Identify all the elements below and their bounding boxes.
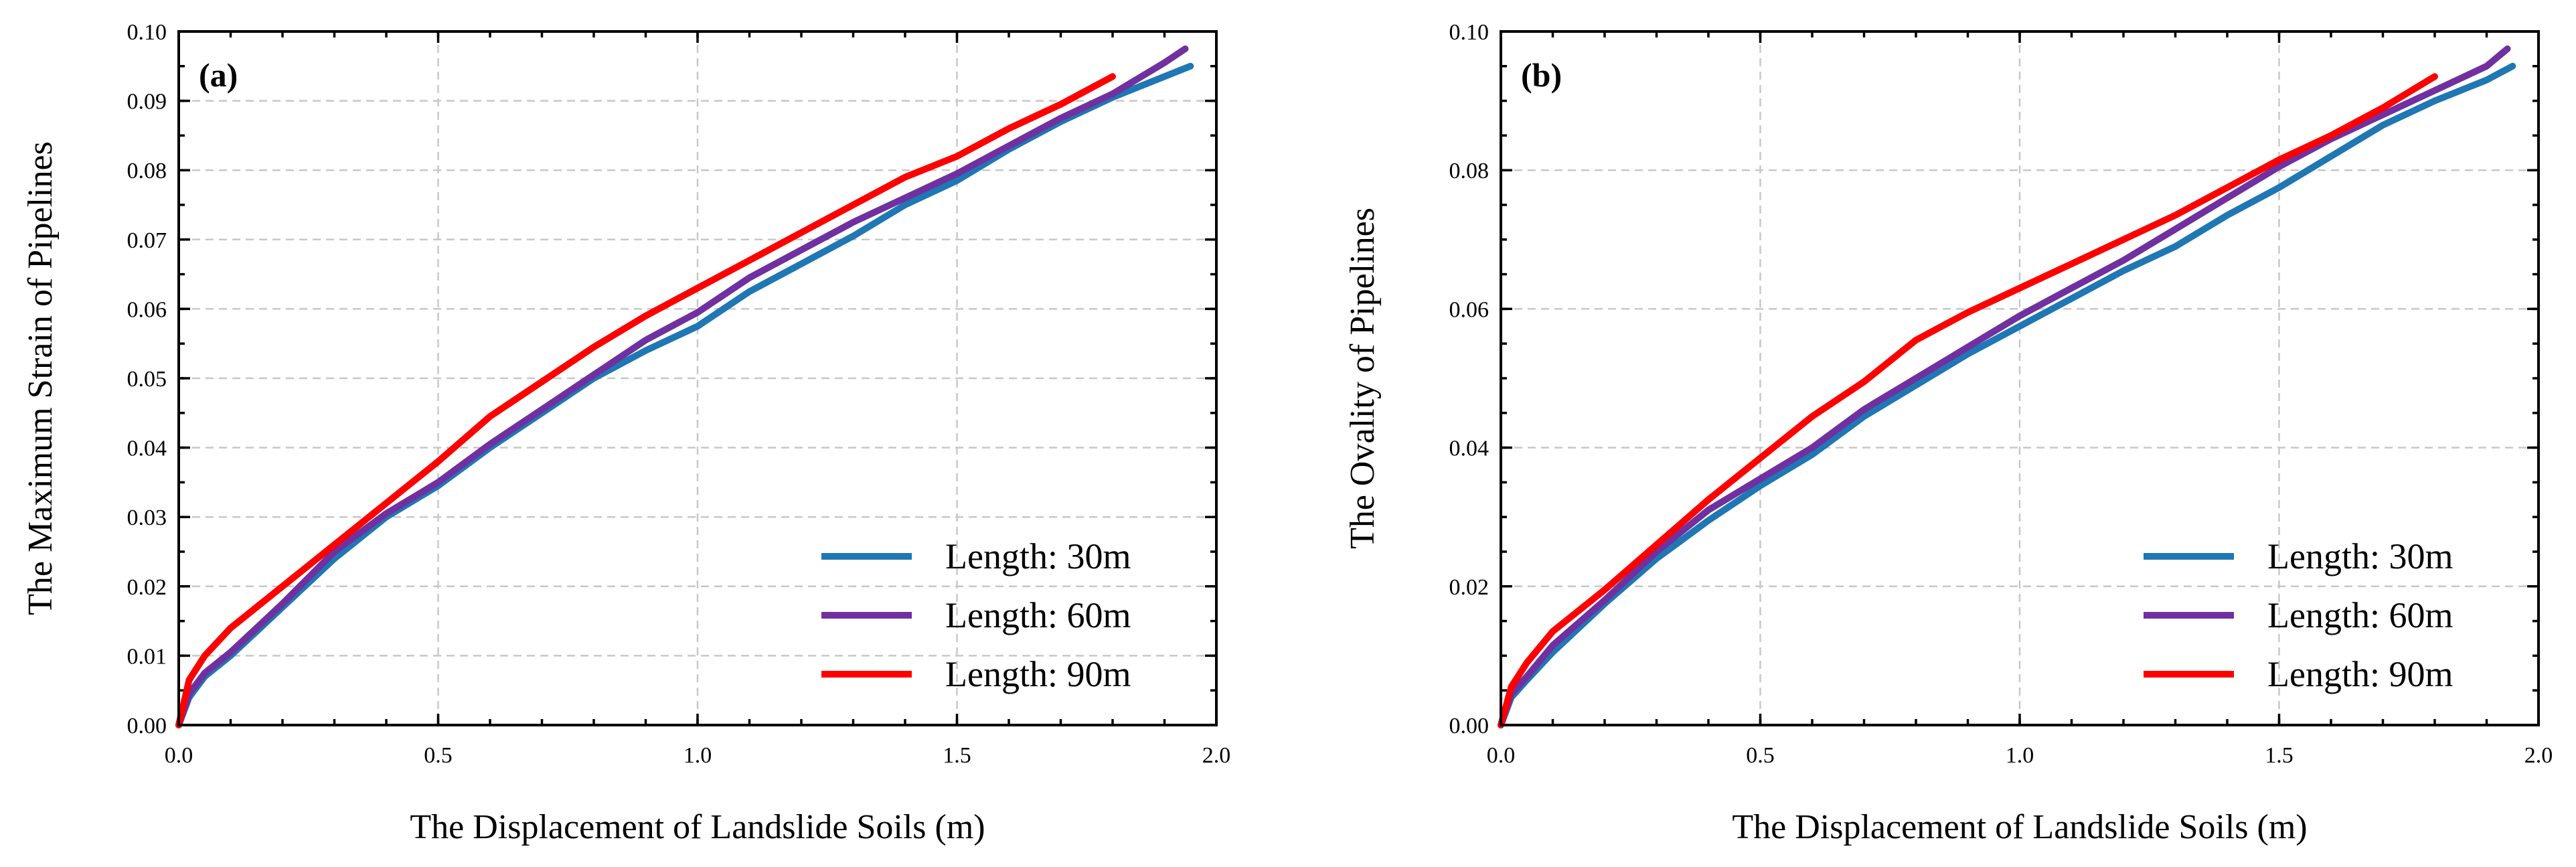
chart-panel-a: 0.0 0.5 1.0 1.5 2.0 0.00 0.01 0.02 0.03 0.04 0.05 0… bbox=[21, 20, 1230, 846]
x-tick-label: 0.0 bbox=[1487, 743, 1516, 768]
y-tick-label: 0.00 bbox=[1449, 714, 1490, 738]
y-tick-label: 0.02 bbox=[127, 575, 167, 600]
y-tick-label: 0.04 bbox=[127, 437, 167, 461]
y-axis-label: The Maximum Strain of Pipelines bbox=[21, 141, 60, 615]
y-tick-label: 0.09 bbox=[127, 90, 167, 114]
y-tick-label: 0.10 bbox=[127, 20, 167, 45]
series-line-length-60m bbox=[175, 45, 1189, 728]
panel-label: (b) bbox=[1521, 56, 1562, 94]
x-axis-label: The Displacement of Landslide Soils (m) bbox=[410, 808, 985, 846]
x-tick-label: 1.0 bbox=[683, 743, 712, 768]
y-tick-label: 0.02 bbox=[1449, 575, 1490, 600]
y-tick-label: 0.08 bbox=[127, 159, 167, 183]
y-tick-label: 0.04 bbox=[1449, 437, 1490, 461]
chart-panel-b: 0.0 0.5 1.0 1.5 2.0 0.00 0.02 0.04 0.06 0.08 0.10 T… bbox=[1344, 20, 2553, 846]
panel-label: (a) bbox=[199, 56, 238, 94]
legend-label: Length: 30m bbox=[2267, 536, 2453, 576]
plot-frame bbox=[1500, 30, 2540, 726]
y-tick-label: 0.07 bbox=[127, 228, 167, 253]
x-tick-label: 0.5 bbox=[1746, 743, 1775, 768]
y-tick-label: 0.05 bbox=[127, 367, 167, 392]
legend-label: Length: 60m bbox=[2267, 595, 2453, 635]
series-line-length-90m bbox=[175, 73, 1116, 728]
x-axis-label: The Displacement of Landslide Soils (m) bbox=[1732, 808, 2307, 846]
series-line-length-90m bbox=[1498, 73, 2438, 728]
y-tick-label: 0.03 bbox=[127, 505, 167, 530]
legend-label: Length: 30m bbox=[945, 536, 1131, 576]
y-tick-label: 0.10 bbox=[1449, 20, 1490, 45]
x-tick-label: 2.0 bbox=[2524, 743, 2553, 768]
series-line-length-60m bbox=[1498, 45, 2511, 728]
x-tick-label: 0.0 bbox=[165, 743, 193, 768]
legend-label: Length: 90m bbox=[2267, 654, 2453, 694]
series-line-length-30m bbox=[1498, 62, 2516, 728]
x-tick-label: 2.0 bbox=[1202, 743, 1231, 768]
y-tick-label: 0.01 bbox=[127, 644, 167, 669]
legend-label: Length: 60m bbox=[945, 595, 1131, 635]
x-tick-label: 1.5 bbox=[943, 743, 971, 768]
x-tick-label: 0.5 bbox=[424, 743, 453, 768]
y-tick-label: 0.06 bbox=[1449, 297, 1490, 322]
y-tick-label: 0.08 bbox=[1449, 159, 1490, 183]
y-tick-label: 0.00 bbox=[127, 714, 167, 738]
x-tick-label: 1.5 bbox=[2265, 743, 2293, 768]
y-tick-label: 0.06 bbox=[127, 297, 167, 322]
x-tick-label: 1.0 bbox=[2006, 743, 2034, 768]
plot-frame bbox=[177, 30, 1218, 726]
y-axis-label: The Ovality of Pipelines bbox=[1344, 208, 1382, 549]
legend-label: Length: 90m bbox=[945, 654, 1131, 694]
